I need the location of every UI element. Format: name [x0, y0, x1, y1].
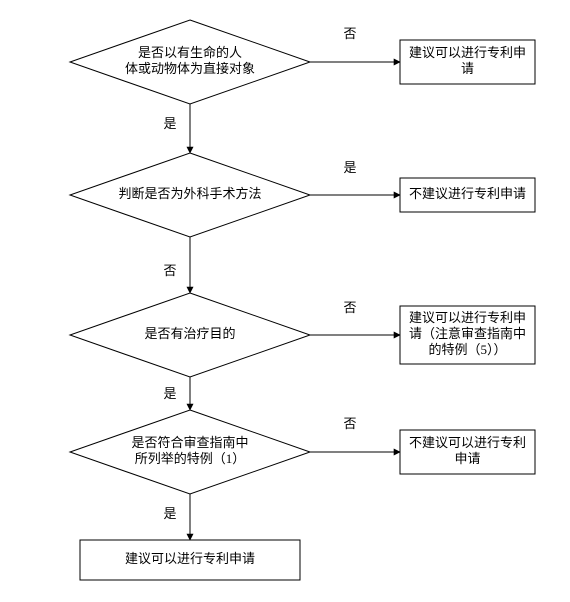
svg-text:建议可以进行专利申请: 建议可以进行专利申请: [125, 551, 255, 566]
svg-text:是否符合审查指南中: 是否符合审查指南中: [131, 435, 248, 450]
svg-text:是否以有生命的人: 是否以有生命的人: [138, 45, 242, 60]
svg-text:判断是否为外科手术方法: 判断是否为外科手术方法: [118, 186, 261, 201]
edge-label-1: 是: [163, 116, 176, 131]
edge-label-7: 是: [163, 506, 176, 521]
svg-text:请（注意审查指南中: 请（注意审查指南中: [409, 326, 526, 341]
svg-text:建议可以进行专利申: 建议可以进行专利申: [409, 310, 526, 325]
svg-text:不建议进行专利申请: 不建议进行专利申请: [409, 186, 526, 201]
svg-text:申请: 申请: [454, 451, 480, 466]
svg-text:所列举的特例（1）: 所列举的特例（1）: [135, 451, 246, 466]
svg-text:体或动物体为直接对象: 体或动物体为直接对象: [125, 61, 255, 76]
svg-text:建议可以进行专利申: 建议可以进行专利申: [409, 45, 526, 60]
r4: 不建议可以进行专利申请: [400, 430, 535, 474]
d1: 是否以有生命的人体或动物体为直接对象: [70, 20, 310, 104]
svg-text:的特例（5））: 的特例（5））: [428, 342, 506, 357]
r5: 建议可以进行专利申请: [80, 540, 300, 580]
svg-text:请: 请: [461, 61, 474, 76]
r3: 建议可以进行专利申请（注意审查指南中的特例（5））: [400, 306, 535, 364]
r2: 不建议进行专利申请: [400, 178, 535, 212]
d4: 是否符合审查指南中所列举的特例（1）: [70, 410, 310, 494]
flowchart-svg: 是否以有生命的人体或动物体为直接对象建议可以进行专利申请判断是否为外科手术方法不…: [0, 0, 570, 602]
edge-label-6: 否: [343, 416, 356, 431]
edge-label-0: 否: [343, 26, 356, 41]
edge-label-4: 否: [343, 300, 356, 315]
edge-label-5: 是: [163, 386, 176, 401]
svg-text:是否有治疗目的: 是否有治疗目的: [144, 326, 235, 341]
svg-text:不建议可以进行专利: 不建议可以进行专利: [409, 435, 526, 450]
edge-label-2: 是: [343, 160, 356, 175]
nodes-layer: 是否以有生命的人体或动物体为直接对象建议可以进行专利申请判断是否为外科手术方法不…: [70, 20, 535, 580]
edge-label-3: 否: [163, 263, 176, 278]
r1: 建议可以进行专利申请: [400, 40, 535, 84]
d2: 判断是否为外科手术方法: [70, 153, 310, 237]
d3: 是否有治疗目的: [70, 293, 310, 377]
